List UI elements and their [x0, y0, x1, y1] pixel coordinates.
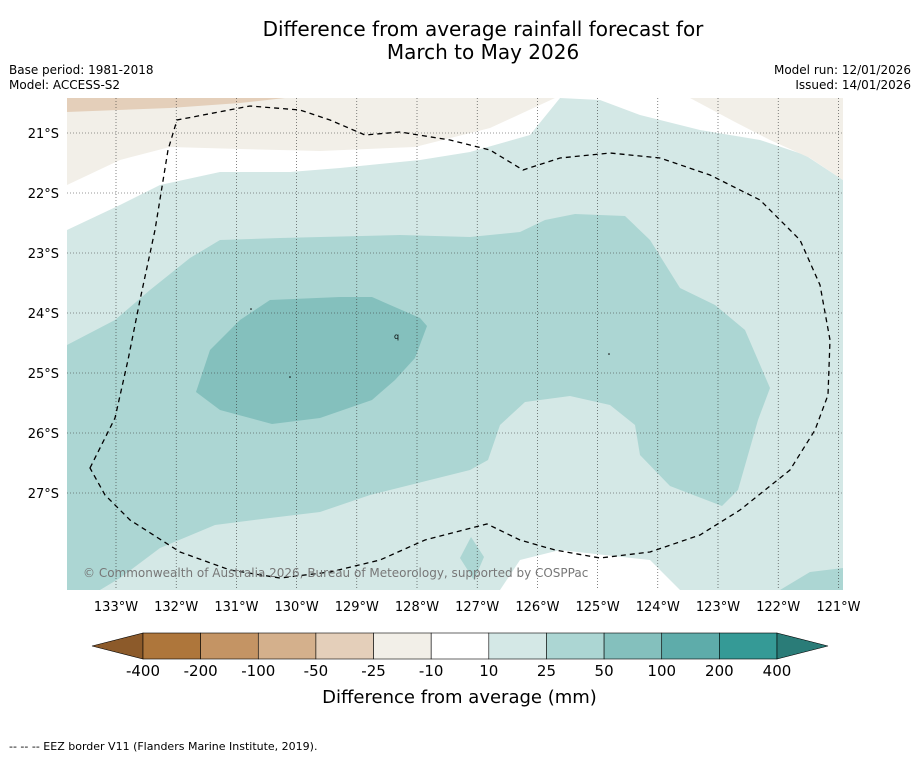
colorbar-segment [546, 632, 605, 660]
chart-title: Difference from average rainfall forecas… [0, 18, 919, 64]
map-small-mark: q [394, 332, 399, 341]
colorbar-tick-label: -25 [361, 662, 386, 680]
contour-fills [67, 98, 843, 590]
meta-left: Base period: 1981-2018 Model: ACCESS-S2 [9, 63, 154, 93]
longitude-label: 132°W [154, 600, 198, 615]
fill-dry-north-1 [67, 98, 555, 185]
longitude-label: 129°W [335, 600, 379, 615]
colorbar-segment [603, 632, 663, 660]
model-run: Model run: 12/01/2026 [773, 63, 911, 77]
colorbar-tick-label: 100 [647, 662, 676, 680]
colorbar: -400 -200 -100 -50 -25 -10 10 25 50 100 200 400 [91, 632, 829, 680]
latitude-label: 26°S [28, 427, 59, 442]
longitude-label: 126°W [515, 600, 559, 615]
fill-50-100 [196, 297, 427, 424]
colorbar-tick-label: -100 [241, 662, 275, 680]
meta-right: Model run: 12/01/2026 Issued: 14/01/2026 [774, 63, 911, 93]
colorbar-segment [719, 632, 778, 660]
fill-25-50-south [780, 568, 843, 590]
fill-neutral-south-2 [555, 560, 650, 590]
colorbar-tick-label: -10 [419, 662, 444, 680]
longitude-labels: 133°W 132°W 131°W 130°W 129°W 128°W 127°W 126°W… [94, 600, 861, 615]
colorbar-segment [373, 632, 432, 660]
fill-25-50 [67, 214, 770, 590]
issued-date: Issued: 14/01/2026 [795, 78, 911, 92]
fill-25-50-islet [460, 537, 484, 580]
title-line-1: Difference from average rainfall forecas… [262, 17, 704, 41]
colorbar-segment [257, 632, 317, 660]
colorbar-label: Difference from average (mm) [322, 687, 597, 708]
colorbar-tick-label: 25 [537, 662, 556, 680]
longitude-label: 133°W [94, 600, 138, 615]
longitude-label: 130°W [275, 600, 319, 615]
longitude-label: 128°W [395, 600, 439, 615]
colorbar-tick-label: -50 [304, 662, 329, 680]
longitude-label: 131°W [214, 600, 258, 615]
longitude-label: 121°W [816, 600, 860, 615]
map-dot-1 [250, 308, 252, 310]
gridlines [67, 98, 843, 590]
longitude-label: 122°W [756, 600, 800, 615]
map-dot-3 [608, 353, 610, 355]
copyright-text: © Commonwealth of Australia 2026, Bureau… [83, 566, 588, 580]
colorbar-tick-label: 50 [595, 662, 614, 680]
colorbar-segment [315, 632, 374, 660]
colorbar-extend-low [91, 632, 144, 660]
colorbar-tick-label: 200 [705, 662, 734, 680]
longitude-label: 123°W [696, 600, 740, 615]
latitude-label: 27°S [28, 487, 59, 502]
colorbar-tick-label: 400 [763, 662, 792, 680]
colorbar-tick-label: -200 [184, 662, 218, 680]
colorbar-segment [488, 632, 547, 660]
map-dot-2 [289, 376, 291, 378]
colorbar-segment [661, 632, 720, 660]
latitude-label: 24°S [28, 307, 59, 322]
colorbar-segment [430, 632, 490, 660]
title-line-2: March to May 2026 [386, 40, 580, 64]
fill-dry-north-2 [690, 98, 843, 180]
longitude-label: 127°W [455, 600, 499, 615]
latitude-labels: 21°S 22°S 23°S 24°S 25°S 26°S 27°S [28, 127, 59, 502]
footnote: -- -- -- EEZ border V11 (Flanders Marine… [9, 740, 318, 753]
colorbar-tick-label: 10 [479, 662, 498, 680]
latitude-label: 21°S [28, 127, 59, 142]
latitude-label: 22°S [28, 187, 59, 202]
latitude-label: 23°S [28, 247, 59, 262]
colorbar-extend-high [776, 632, 829, 660]
base-period: Base period: 1981-2018 [9, 63, 154, 77]
colorbar-segment [142, 632, 201, 660]
colorbar-segment [200, 632, 259, 660]
colorbar-tick-label: -400 [126, 662, 160, 680]
longitude-label: 125°W [576, 600, 620, 615]
latitude-label: 25°S [28, 367, 59, 382]
longitude-label: 124°W [636, 600, 680, 615]
model-name: Model: ACCESS-S2 [9, 78, 121, 92]
